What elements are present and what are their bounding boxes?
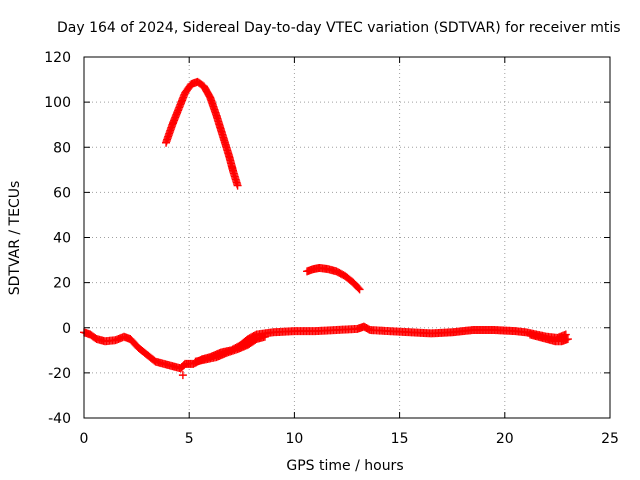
x-tick-label: 0 xyxy=(80,431,89,447)
series-main-trace-baseline- xyxy=(80,322,570,373)
x-tick-label: 5 xyxy=(185,431,194,447)
series-tail-segment xyxy=(526,330,572,346)
data-point xyxy=(178,371,187,380)
x-tick-label: 25 xyxy=(601,431,619,447)
y-tick-label: 20 xyxy=(53,276,71,292)
series-outlier xyxy=(178,371,187,380)
y-tick-label: 60 xyxy=(53,185,71,201)
y-tick-label: -40 xyxy=(48,411,71,427)
y-tick-label: -20 xyxy=(48,366,71,382)
y-tick-label: 100 xyxy=(44,95,71,111)
x-tick-label: 15 xyxy=(391,431,409,447)
data-point xyxy=(355,285,364,294)
series-arc-2 xyxy=(303,263,364,294)
y-axis-label: SDTVAR / TECUs xyxy=(7,181,23,296)
x-tick-label: 10 xyxy=(285,431,303,447)
axis-ticks: 0 5 10 15 20 25 -40 -20 0 20 40 60 80 100 120 xyxy=(44,50,619,447)
y-tick-label: 80 xyxy=(53,140,71,156)
data-point xyxy=(233,181,242,190)
x-tick-label: 20 xyxy=(496,431,514,447)
y-tick-label: 40 xyxy=(53,231,71,247)
x-axis-label: GPS time / hours xyxy=(286,458,403,474)
data-point xyxy=(354,284,363,293)
data-point xyxy=(563,335,572,344)
data-points xyxy=(80,77,572,380)
series-secondary-trace xyxy=(191,332,269,366)
y-tick-label: 0 xyxy=(62,321,71,337)
series-arc-1 xyxy=(162,77,242,190)
y-tick-label: 120 xyxy=(44,50,71,66)
chart-title: Day 164 of 2024, Sidereal Day-to-day VTE… xyxy=(57,20,621,36)
data-point xyxy=(260,332,269,341)
grid-lines xyxy=(84,57,610,418)
